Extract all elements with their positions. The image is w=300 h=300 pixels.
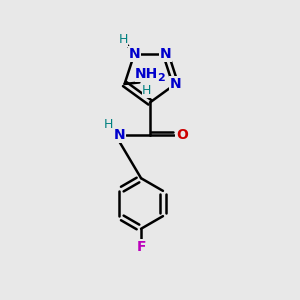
Text: H: H bbox=[142, 84, 152, 97]
Text: F: F bbox=[136, 240, 146, 254]
Text: 2: 2 bbox=[157, 73, 165, 83]
Text: N: N bbox=[169, 77, 181, 91]
Text: H: H bbox=[118, 33, 128, 46]
Text: H: H bbox=[104, 118, 113, 131]
Text: N: N bbox=[114, 128, 125, 142]
Text: N: N bbox=[160, 47, 172, 61]
Text: O: O bbox=[176, 128, 188, 142]
Text: NH: NH bbox=[135, 67, 158, 81]
Text: N: N bbox=[128, 47, 140, 61]
